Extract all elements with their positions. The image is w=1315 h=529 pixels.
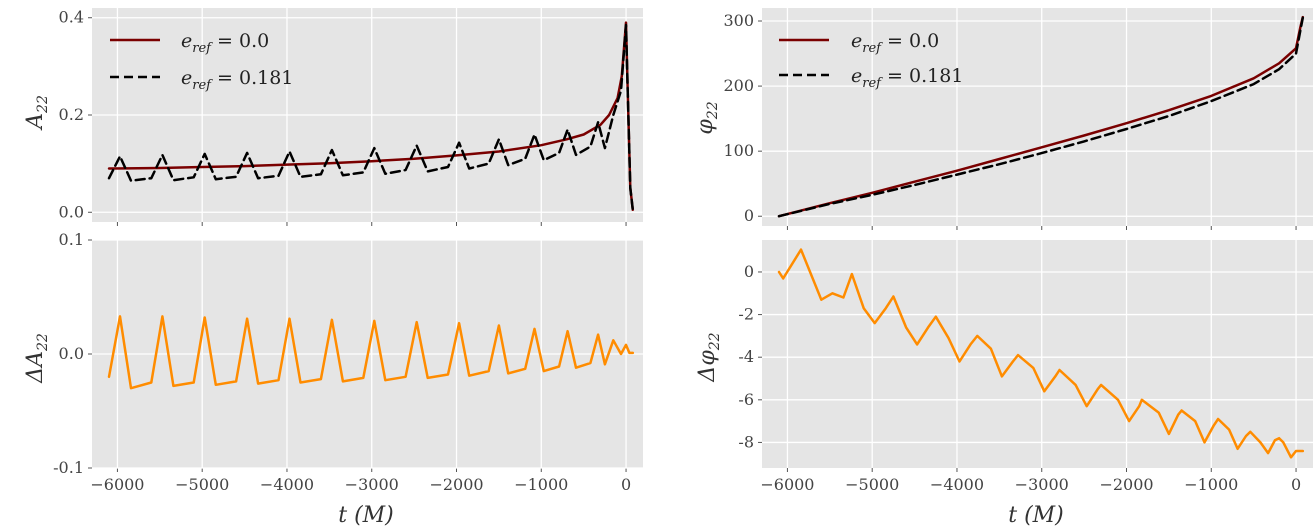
x-tick-label: 0 <box>1291 475 1301 494</box>
x-tick-label: −6000 <box>90 475 144 494</box>
ylabel-phi22: φ22 <box>693 101 721 134</box>
amplitude-legend: eref = 0.0 eref = 0.181 <box>110 30 293 93</box>
series-line-difference <box>107 315 635 390</box>
legend-label-circular: eref = 0.0 <box>851 30 939 56</box>
x-tick-label: −3000 <box>345 475 399 494</box>
y-tick-label: 0 <box>744 262 754 281</box>
ylabel-delta-a22: ΔA22 <box>23 333 51 384</box>
y-tick-label: -6 <box>738 390 754 409</box>
y-tick-label: 0 <box>744 206 754 225</box>
ylabel-a22: A22 <box>23 95 51 131</box>
series-line-eccentric <box>107 23 635 212</box>
legend-label-circular: eref = 0.0 <box>181 30 269 56</box>
series-line-difference <box>777 248 1305 459</box>
y-tick-label: 0.1 <box>59 230 84 249</box>
x-tick-label: −1000 <box>514 475 568 494</box>
y-tick-label: 300 <box>723 11 754 30</box>
y-tick-label: -0.1 <box>53 458 84 477</box>
y-tick-label: 100 <box>723 141 754 160</box>
amplitude-panel: 0.0 0.2 0.4 <box>59 8 643 226</box>
y-tick-label: -8 <box>738 432 754 451</box>
phase-legend: eref = 0.0 eref = 0.181 <box>779 30 963 91</box>
xlabel-left: t (M) <box>338 503 394 528</box>
legend-label-eccentric: eref = 0.181 <box>181 67 293 93</box>
xlabel-right: t (M) <box>1008 503 1064 528</box>
y-tick-label: -2 <box>738 305 754 324</box>
x-tick-label: −5000 <box>175 475 229 494</box>
x-tick-label: −3000 <box>1015 475 1069 494</box>
y-tick-label: 0.0 <box>59 344 84 363</box>
x-tick-label: −2000 <box>429 475 483 494</box>
phase-difference-panel: −6000 −5000 −4000 −3000 −2000 −1000 0 0 -2 -4 -6 -8 <box>738 240 1313 494</box>
legend-label-eccentric: eref = 0.181 <box>851 65 963 91</box>
x-tick-label: −5000 <box>845 475 899 494</box>
series-line-circular <box>777 15 1305 218</box>
x-tick-label: 0 <box>621 475 631 494</box>
phase-panel: 0 100 200 300 <box>723 8 1313 230</box>
y-tick-label: -4 <box>738 347 754 366</box>
x-tick-label: −4000 <box>260 475 314 494</box>
x-tick-label: −6000 <box>760 475 814 494</box>
x-tick-label: −4000 <box>930 475 984 494</box>
plot-area <box>762 8 1313 226</box>
ylabel-delta-phi22: Δφ22 <box>695 332 723 382</box>
amplitude-difference-panel: −6000 −5000 −4000 −3000 −2000 −1000 0 -0.1 0.0 0.… <box>53 230 643 494</box>
y-tick-label: 0.2 <box>59 105 84 124</box>
series-line-eccentric <box>777 16 1305 218</box>
y-tick-label: 0.4 <box>59 8 84 27</box>
y-tick-label: 200 <box>723 76 754 95</box>
x-tick-label: −1000 <box>1184 475 1238 494</box>
y-tick-label: 0.0 <box>59 202 84 221</box>
x-tick-label: −2000 <box>1099 475 1153 494</box>
